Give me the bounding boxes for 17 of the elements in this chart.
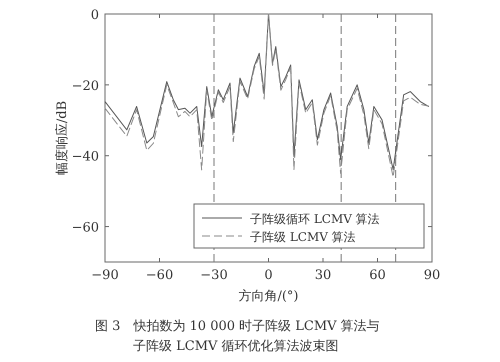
x-tick-label: 0 <box>264 268 273 283</box>
x-tick-label: 60 <box>369 268 386 283</box>
caption: 图 3 快拍数为 10 000 时子阵级 LCMV 算法与 <box>95 319 380 334</box>
y-axis-title: 幅度响应/dB <box>54 100 70 176</box>
y-tick-label: 0 <box>90 8 99 23</box>
legend-label: 子阵级 LCMV 算法 <box>250 230 356 244</box>
x-axis-title: 方向角/(°) <box>238 288 299 304</box>
x-tick-label: 90 <box>424 268 440 283</box>
x-tick-label: −90 <box>91 268 119 283</box>
x-tick-label: −60 <box>146 268 174 283</box>
text: 子阵级 LCMV 循环优化算法波束图 <box>133 339 339 354</box>
legend-label: 子阵级循环 LCMV 算法 <box>250 212 380 226</box>
y-tick-label: −20 <box>72 78 99 94</box>
x-tick-label: 30 <box>314 268 332 283</box>
x-tick-label: −30 <box>200 268 228 283</box>
y-tick-label: −40 <box>72 150 99 165</box>
y-tick-label: −60 <box>72 220 99 236</box>
